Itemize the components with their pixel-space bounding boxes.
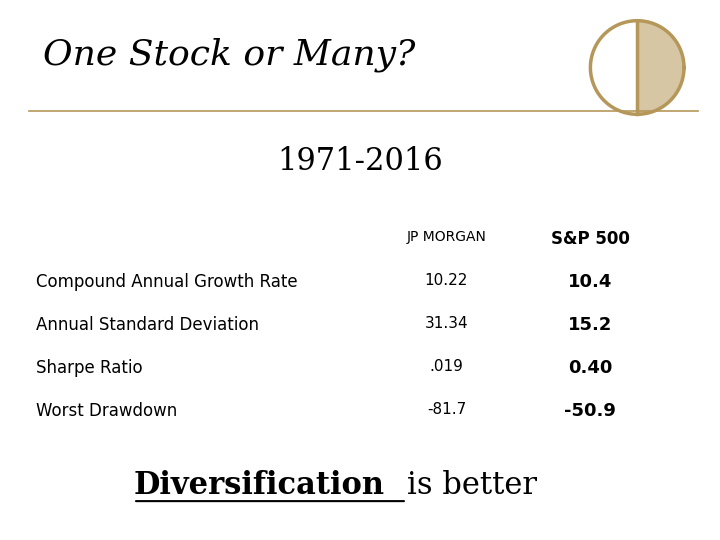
- Text: Compound Annual Growth Rate: Compound Annual Growth Rate: [36, 273, 297, 291]
- Text: .019: .019: [429, 359, 464, 374]
- Text: is better: is better: [407, 470, 537, 501]
- Polygon shape: [637, 21, 684, 114]
- Text: Worst Drawdown: Worst Drawdown: [36, 402, 177, 420]
- Text: Sharpe Ratio: Sharpe Ratio: [36, 359, 143, 377]
- Text: 10.22: 10.22: [425, 273, 468, 288]
- Text: S&P 500: S&P 500: [551, 230, 630, 247]
- Text: JP MORGAN: JP MORGAN: [407, 230, 486, 244]
- Text: Annual Standard Deviation: Annual Standard Deviation: [36, 316, 259, 334]
- Text: 1971-2016: 1971-2016: [277, 146, 443, 177]
- Text: 10.4: 10.4: [568, 273, 613, 291]
- Text: 0.40: 0.40: [568, 359, 613, 377]
- Text: -81.7: -81.7: [427, 402, 466, 417]
- Text: 31.34: 31.34: [425, 316, 468, 331]
- Text: Diversification: Diversification: [133, 470, 384, 501]
- Text: One Stock or Many?: One Stock or Many?: [43, 38, 415, 72]
- Text: 15.2: 15.2: [568, 316, 613, 334]
- Text: -50.9: -50.9: [564, 402, 616, 420]
